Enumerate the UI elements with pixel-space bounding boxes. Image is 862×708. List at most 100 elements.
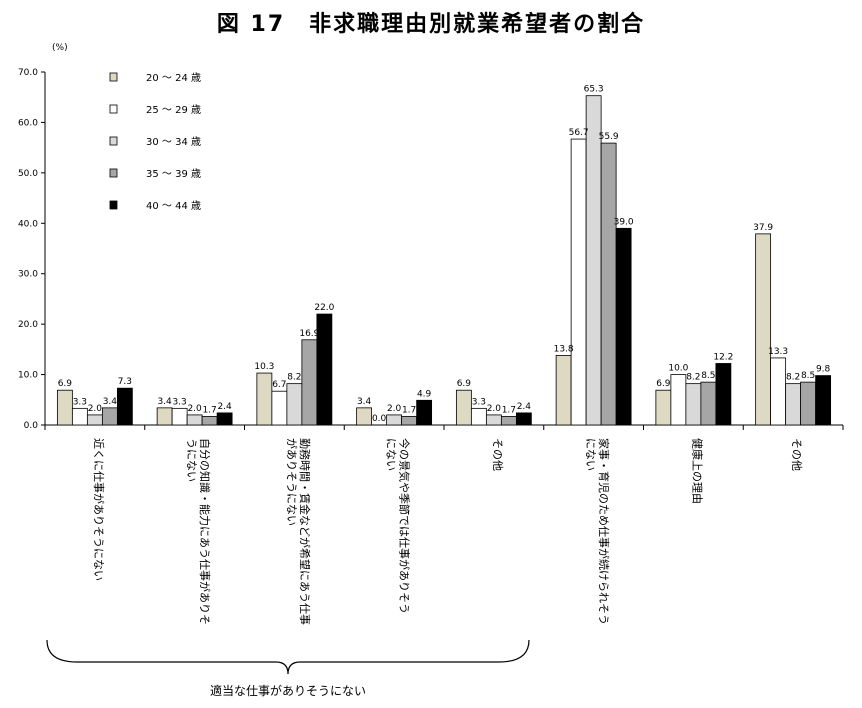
bar (186, 414, 203, 426)
bar (785, 383, 802, 426)
bar (700, 381, 717, 426)
bar (600, 142, 617, 426)
y-axis-unit-label: (%) (52, 43, 68, 53)
data-label: 8.2 (287, 373, 301, 383)
data-label: 3.3 (472, 397, 486, 407)
bar (800, 381, 817, 426)
chart-title: 図 17 非求職理由別就業希望者の割合 (216, 12, 646, 37)
bar (271, 390, 288, 426)
brace-shape (46, 639, 530, 675)
category-label: がありそうにない (285, 438, 299, 526)
bar (301, 339, 318, 426)
y-tick-label: 50.0 (18, 169, 38, 179)
bar (216, 412, 233, 426)
bar (116, 387, 133, 426)
bar (715, 363, 732, 426)
data-label: 55.9 (599, 132, 619, 142)
bar (500, 416, 517, 426)
data-label: 3.4 (157, 397, 172, 407)
data-label: 37.9 (753, 223, 773, 233)
bar (386, 414, 403, 426)
data-label: 2.0 (387, 404, 402, 414)
data-label: 6.9 (58, 379, 73, 389)
bar (470, 407, 487, 426)
bar (485, 414, 502, 426)
data-label: 3.3 (172, 397, 186, 407)
bar (615, 227, 632, 426)
data-label: 0.0 (372, 414, 387, 424)
y-tick-label: 30.0 (18, 270, 38, 280)
y-tick-label: 10.0 (18, 371, 38, 381)
legend-label: 20 〜 24 歳 (146, 72, 201, 84)
legend-swatch (109, 200, 118, 210)
data-label: 1.7 (202, 405, 216, 415)
bar (156, 407, 173, 426)
legend-swatch (109, 136, 118, 146)
data-label: 6.9 (656, 379, 671, 389)
bar (71, 407, 88, 426)
category-label: 近くに仕事がありそうにない (92, 438, 106, 581)
data-label: 13.3 (768, 347, 788, 357)
y-tick-label: 0.0 (24, 421, 39, 431)
bar (570, 138, 587, 426)
data-label: 6.7 (272, 380, 286, 390)
category-label: にない (385, 438, 398, 471)
bar (416, 399, 433, 426)
data-label: 22.0 (314, 303, 334, 313)
bar (56, 389, 73, 426)
data-label: 2.4 (217, 402, 232, 412)
category-label: 勤務時間・賃金などが希望にあう仕事 (298, 438, 312, 625)
bar (670, 374, 687, 426)
y-tick-label: 70.0 (18, 68, 38, 78)
data-label: 3.3 (73, 397, 87, 407)
data-label: 1.7 (502, 405, 516, 415)
bar (286, 383, 303, 426)
bar (655, 389, 672, 426)
bar (171, 407, 188, 426)
y-tick-label: 20.0 (18, 320, 38, 330)
legend-label: 40 〜 44 歳 (146, 200, 201, 212)
legend: 20 〜 24 歳 25 〜 29 歳 30 〜 34 歳 35 〜 39 歳 40 〜… (109, 72, 201, 212)
data-label: 3.4 (357, 397, 372, 407)
data-label: 2.0 (88, 404, 103, 414)
brace-label: 適当な仕事がありそうにない (210, 683, 366, 698)
bar (356, 407, 373, 426)
bar (755, 233, 772, 426)
data-label: 1.7 (402, 405, 416, 415)
bar (455, 389, 472, 426)
bar (316, 313, 333, 426)
bar (401, 416, 418, 426)
data-label: 2.0 (187, 404, 202, 414)
bar (770, 357, 787, 426)
data-label: 3.4 (103, 397, 118, 407)
data-label: 56.7 (569, 128, 589, 138)
data-label: 8.5 (701, 371, 715, 381)
y-tick-label: 60.0 (18, 118, 38, 128)
bar (86, 414, 103, 426)
bar (101, 407, 118, 426)
data-label: 8.2 (786, 373, 800, 383)
bar (201, 416, 218, 426)
data-label: 10.0 (668, 364, 688, 374)
bar (555, 355, 572, 426)
data-label: 10.3 (254, 362, 274, 372)
data-label: 2.4 (517, 402, 532, 412)
category-label: その他 (790, 438, 803, 471)
data-label: 6.9 (457, 379, 472, 389)
bar (515, 412, 532, 426)
legend-label: 25 〜 29 歳 (146, 104, 201, 116)
data-label: 9.8 (816, 365, 831, 375)
data-label: 7.3 (118, 377, 132, 387)
data-label: 2.0 (487, 404, 502, 414)
data-label: 13.8 (554, 344, 574, 354)
category-label: にない (584, 438, 597, 471)
brace-annotation: 適当な仕事がありそうにない (46, 639, 530, 698)
data-label: 8.5 (801, 371, 815, 381)
legend-label: 30 〜 34 歳 (146, 136, 201, 148)
legend-swatch (109, 72, 118, 82)
category-label: 健康上の理由 (690, 438, 704, 504)
y-tick-label: 40.0 (18, 219, 38, 229)
category-label: 今の景気や季節では仕事がありそう (398, 438, 412, 614)
